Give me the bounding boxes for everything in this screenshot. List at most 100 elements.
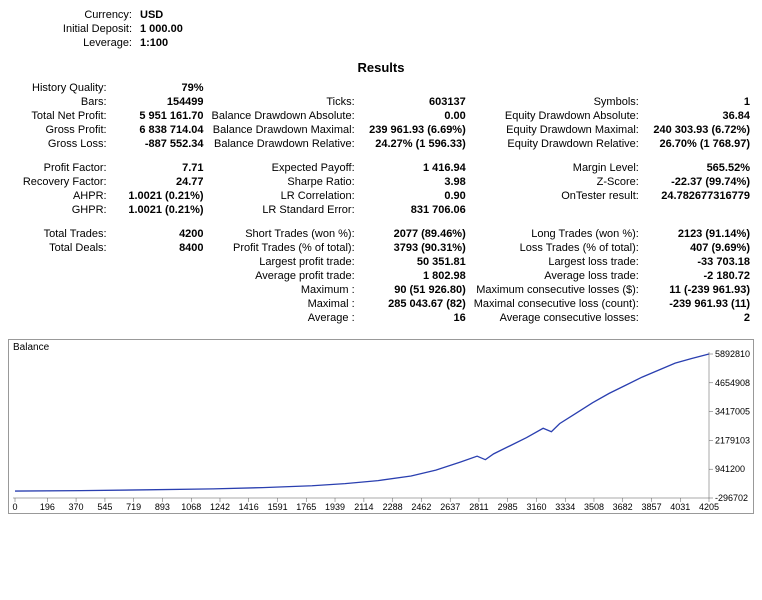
result-value: 0.90 (359, 189, 470, 203)
result-value: 831 706.06 (359, 203, 470, 217)
results-row: Maximum :90 (51 926.80)Maximum consecuti… (8, 283, 754, 297)
svg-text:941200: 941200 (715, 464, 745, 474)
svg-text:3334: 3334 (555, 502, 575, 512)
result-value: 407 (9.69%) (643, 241, 754, 255)
svg-text:545: 545 (97, 502, 112, 512)
results-row: Total Net Profit:5 951 161.70Balance Dra… (8, 109, 754, 123)
result-value: 240 303.93 (6.72%) (643, 123, 754, 137)
result-label: Maximum consecutive losses ($): (470, 283, 643, 297)
result-value: 24.27% (1 596.33) (359, 137, 470, 151)
result-value: 239 961.93 (6.69%) (359, 123, 470, 137)
results-row: AHPR:1.0021 (0.21%)LR Correlation:0.90On… (8, 189, 754, 203)
result-label: Balance Drawdown Relative: (208, 137, 359, 151)
initial-deposit-label: Initial Deposit: (8, 22, 136, 36)
result-label: Short Trades (won %): (208, 227, 359, 241)
result-label: Profit Trades (% of total): (208, 241, 359, 255)
result-value: 1.0021 (0.21%) (111, 189, 208, 203)
result-value: 6 838 714.04 (111, 123, 208, 137)
leverage-label: Leverage: (8, 36, 136, 50)
svg-text:1416: 1416 (239, 502, 259, 512)
header-table: Currency: USD Initial Deposit: 1 000.00 … (8, 8, 754, 50)
results-row: Maximal :285 043.67 (82)Maximal consecut… (8, 297, 754, 311)
result-label: Average : (208, 311, 359, 325)
result-value (643, 81, 754, 95)
result-value: -22.37 (99.74%) (643, 175, 754, 189)
result-value: 1 (643, 95, 754, 109)
result-value: 565.52% (643, 161, 754, 175)
result-value: 603137 (359, 95, 470, 109)
result-label: Equity Drawdown Relative: (470, 137, 643, 151)
results-row: Bars:154499Ticks:603137Symbols:1 (8, 95, 754, 109)
svg-text:4654908: 4654908 (715, 378, 750, 388)
result-value: -887 552.34 (111, 137, 208, 151)
svg-text:2811: 2811 (469, 502, 488, 512)
result-label: Gross Profit: (8, 123, 111, 137)
result-value: 1 802.98 (359, 269, 470, 283)
result-label: Profit Factor: (8, 161, 111, 175)
result-label (8, 283, 111, 297)
result-value: 1.0021 (0.21%) (111, 203, 208, 217)
svg-text:2114: 2114 (354, 502, 373, 512)
results-row: GHPR:1.0021 (0.21%)LR Standard Error:831… (8, 203, 754, 217)
result-label: Bars: (8, 95, 111, 109)
svg-text:5892810: 5892810 (715, 349, 750, 359)
svg-text:2985: 2985 (498, 502, 518, 512)
result-label: Margin Level: (470, 161, 643, 175)
results-row: History Quality:79% (8, 81, 754, 95)
result-value: 3793 (90.31%) (359, 241, 470, 255)
svg-text:1068: 1068 (181, 502, 201, 512)
result-label: Sharpe Ratio: (208, 175, 359, 189)
svg-text:1591: 1591 (268, 502, 288, 512)
results-row: Gross Loss:-887 552.34Balance Drawdown R… (8, 137, 754, 151)
result-value (111, 297, 208, 311)
result-label: Gross Loss: (8, 137, 111, 151)
result-value: 4200 (111, 227, 208, 241)
result-value: 3.98 (359, 175, 470, 189)
svg-text:4205: 4205 (699, 502, 719, 512)
result-value (111, 283, 208, 297)
result-value: 7.71 (111, 161, 208, 175)
result-label: Largest loss trade: (470, 255, 643, 269)
result-label: Total Net Profit: (8, 109, 111, 123)
svg-text:2637: 2637 (440, 502, 460, 512)
result-value: -33 703.18 (643, 255, 754, 269)
balance-chart: Balance -2967029412002179103341700546549… (8, 339, 754, 514)
result-value: 24.77 (111, 175, 208, 189)
result-value: 2123 (91.14%) (643, 227, 754, 241)
result-label (470, 203, 643, 217)
leverage-value: 1:100 (136, 36, 754, 50)
result-value: 24.782677316779 (643, 189, 754, 203)
results-row: Recovery Factor:24.77Sharpe Ratio:3.98Z-… (8, 175, 754, 189)
results-row: Largest profit trade:50 351.81Largest lo… (8, 255, 754, 269)
results-table: History Quality:79%Bars:154499Ticks:6031… (8, 81, 754, 325)
result-label: AHPR: (8, 189, 111, 203)
initial-deposit-value: 1 000.00 (136, 22, 754, 36)
result-label (8, 311, 111, 325)
svg-text:2179103: 2179103 (715, 435, 750, 445)
result-label: Average profit trade: (208, 269, 359, 283)
result-label (208, 81, 359, 95)
result-label: Largest profit trade: (208, 255, 359, 269)
result-label (470, 81, 643, 95)
results-row: Total Trades:4200Short Trades (won %):20… (8, 227, 754, 241)
svg-text:370: 370 (69, 502, 84, 512)
result-label: Average loss trade: (470, 269, 643, 283)
result-label: Total Trades: (8, 227, 111, 241)
results-title: Results (8, 50, 754, 81)
balance-chart-svg: -296702941200217910334170054654908589281… (9, 340, 753, 513)
result-value: -2 180.72 (643, 269, 754, 283)
result-value: 8400 (111, 241, 208, 255)
result-value (359, 81, 470, 95)
result-label: Loss Trades (% of total): (470, 241, 643, 255)
result-value (111, 269, 208, 283)
result-value: 79% (111, 81, 208, 95)
svg-text:196: 196 (40, 502, 55, 512)
result-label: Balance Drawdown Maximal: (208, 123, 359, 137)
result-label: Equity Drawdown Maximal: (470, 123, 643, 137)
currency-label: Currency: (8, 8, 136, 22)
result-label: Maximal : (208, 297, 359, 311)
result-label: Maximal consecutive loss (count): (470, 297, 643, 311)
svg-text:1242: 1242 (210, 502, 230, 512)
results-row: Average :16Average consecutive losses:2 (8, 311, 754, 325)
result-label (8, 269, 111, 283)
